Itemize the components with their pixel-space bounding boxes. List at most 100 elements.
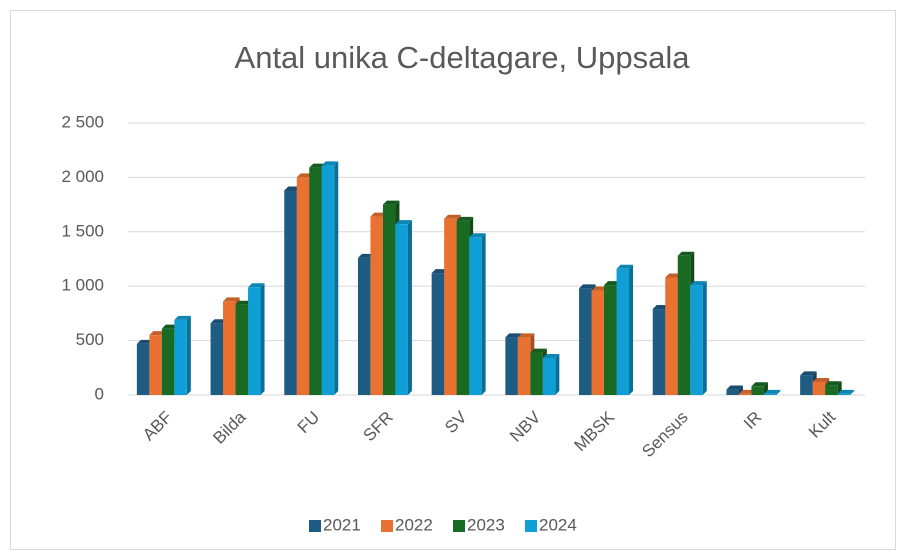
bar-top — [174, 315, 191, 320]
bar-top — [591, 286, 609, 291]
bar-side — [776, 389, 781, 395]
legend-label: 2022 — [395, 515, 433, 534]
bar — [751, 386, 764, 395]
bar-top — [469, 233, 486, 238]
legend-label: 2021 — [323, 515, 361, 534]
bar-top — [812, 377, 830, 382]
bar-top — [456, 216, 474, 221]
bar-top — [136, 339, 154, 344]
legend-label: 2024 — [539, 515, 577, 534]
bar-side — [850, 389, 855, 395]
bar — [357, 257, 371, 395]
bar — [136, 343, 150, 395]
bar-top — [690, 281, 707, 286]
bar — [395, 224, 408, 395]
bar-top — [321, 161, 339, 166]
bar-top — [296, 173, 314, 178]
bar — [444, 218, 457, 395]
bar-top — [738, 389, 756, 394]
legend-swatch — [381, 520, 393, 532]
bar-side — [260, 283, 265, 395]
bar-side — [629, 264, 634, 395]
bar-top — [505, 333, 522, 338]
bar — [431, 273, 445, 395]
bar — [321, 165, 335, 395]
y-tick-label: 2 500 — [61, 112, 104, 131]
bar — [149, 335, 162, 395]
bar — [677, 255, 691, 395]
bar — [505, 337, 518, 395]
bar — [210, 323, 224, 395]
bar-side — [738, 385, 743, 395]
bar — [542, 358, 556, 395]
bar — [530, 352, 543, 395]
bar — [837, 393, 851, 395]
bar-top — [444, 214, 461, 219]
y-tick-label: 1 500 — [61, 221, 104, 240]
bar — [161, 328, 175, 395]
bar-top — [726, 385, 743, 390]
bar-top — [652, 305, 670, 310]
bar-top — [395, 220, 412, 225]
bar — [370, 216, 383, 395]
bar — [296, 177, 310, 395]
bar-top — [665, 273, 682, 278]
legend-label: 2023 — [467, 515, 505, 534]
bar-top — [751, 382, 768, 387]
bar — [825, 385, 838, 395]
bar — [604, 285, 617, 395]
bar-top — [763, 389, 781, 394]
bar-side — [702, 281, 707, 395]
chart-title: Antal unika C-deltagare, Uppsala — [235, 40, 691, 75]
bar — [469, 237, 482, 395]
bar-side — [407, 220, 412, 395]
bar — [382, 204, 396, 395]
bar-side — [555, 354, 560, 395]
bar — [726, 389, 739, 395]
bar-top — [517, 333, 535, 338]
bar-top — [309, 163, 326, 168]
bar — [616, 268, 630, 395]
bar — [309, 167, 322, 395]
bar — [690, 285, 703, 395]
bar-top — [370, 212, 387, 217]
bar-top — [825, 381, 842, 386]
bar — [579, 288, 592, 395]
bar-top — [677, 251, 695, 256]
bar-top — [530, 348, 547, 353]
bar-top — [431, 269, 449, 274]
legend-swatch — [309, 520, 321, 532]
bar — [652, 309, 666, 395]
bar — [763, 393, 777, 395]
bar-top — [235, 300, 253, 305]
bar-top — [210, 319, 228, 324]
bar-side — [481, 233, 486, 395]
bar-top — [284, 186, 301, 191]
bar-top — [149, 331, 166, 336]
bar-top — [542, 354, 560, 359]
bar-side — [186, 315, 191, 395]
bar — [738, 393, 752, 395]
bar — [456, 220, 470, 395]
legend-swatch — [525, 520, 537, 532]
bar-top — [616, 264, 634, 269]
bar-top — [161, 324, 179, 329]
bar — [248, 287, 261, 395]
bar-top — [837, 389, 855, 394]
bar-top — [248, 283, 265, 288]
bar — [812, 381, 826, 395]
bar — [800, 375, 813, 395]
y-tick-label: 500 — [76, 330, 104, 349]
bar — [284, 190, 297, 395]
bar — [591, 290, 605, 395]
bar — [665, 277, 678, 395]
bar-top — [382, 200, 400, 205]
bar-top — [223, 297, 240, 302]
y-tick-label: 0 — [95, 384, 104, 403]
bar — [235, 304, 249, 395]
bar — [517, 337, 531, 395]
y-tick-label: 1 000 — [61, 276, 104, 295]
legend-swatch — [453, 520, 465, 532]
bar-top — [604, 281, 621, 286]
